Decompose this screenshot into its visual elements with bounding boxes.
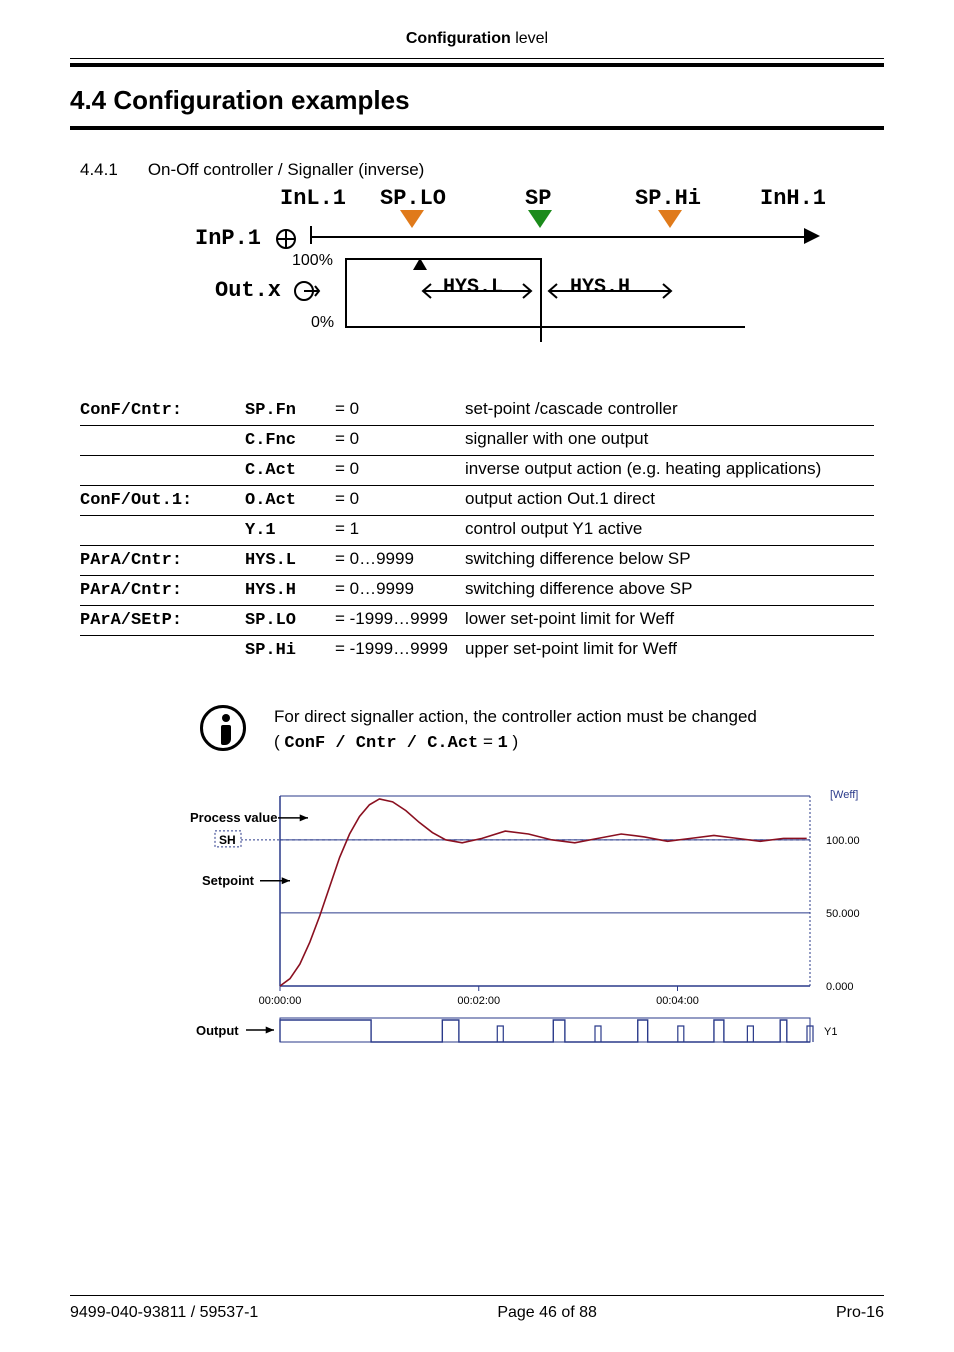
- footer-mid: Page 46 of 88: [497, 1304, 597, 1322]
- footer-left: 9499-040-93811 / 59537-1: [70, 1304, 258, 1322]
- cfg-desc: inverse output action (e.g. heating appl…: [465, 459, 874, 479]
- step-bottom: [345, 326, 745, 328]
- cfg-desc: set-point /cascade controller: [465, 399, 874, 419]
- note-line2: ( ConF / Cntr / C.Act = 1 ): [274, 730, 757, 757]
- marker-sphi: [658, 210, 682, 228]
- config-row: Y.1= 1control output Y1 active: [80, 516, 874, 546]
- hdr-bold: Configuration: [406, 30, 511, 47]
- chart-svg: [Weff] 100.00 50.000 0.000 00:00:00 00:02:00 0…: [190, 786, 890, 1076]
- config-table: ConF/Cntr:SP.Fn= 0set-point /cascade con…: [80, 396, 874, 665]
- svg-text:Setpoint: Setpoint: [202, 873, 255, 888]
- svg-text:[Weff]: [Weff]: [830, 789, 858, 801]
- footer-right: Pro-16: [836, 1304, 884, 1322]
- config-row: ConF/Cntr:SP.Fn= 0set-point /cascade con…: [80, 396, 874, 426]
- svg-text:Output: Output: [196, 1023, 239, 1038]
- cfg-path: ConF/Cntr:: [80, 401, 245, 420]
- cfg-param: SP.Fn: [245, 401, 335, 420]
- cfg-param: HYS.L: [245, 551, 335, 570]
- node-out-icon: [293, 280, 321, 302]
- lbl-InP1: InP.1: [195, 226, 261, 251]
- cfg-val: = -1999…9999: [335, 639, 465, 659]
- config-row: C.Act= 0inverse output action (e.g. heat…: [80, 456, 874, 486]
- step-top: [345, 258, 540, 260]
- cfg-path: ConF/Out.1:: [80, 491, 245, 510]
- marker-splo: [400, 210, 424, 228]
- cfg-val: = 0: [335, 489, 465, 509]
- cfg-path: PArA/Cntr:: [80, 551, 245, 570]
- sp-tick: [540, 314, 542, 342]
- arrow-step-up: [413, 258, 427, 270]
- rule-under-title: [70, 126, 884, 130]
- cfg-desc: signaller with one output: [465, 429, 874, 449]
- node-inp1-icon: [275, 228, 303, 250]
- cfg-param: Y.1: [245, 521, 335, 540]
- subsection: 4.4.1 On-Off controller / Signaller (inv…: [80, 160, 884, 180]
- cfg-val: = 0: [335, 459, 465, 479]
- response-chart: [Weff] 100.00 50.000 0.000 00:00:00 00:02:00 0…: [190, 786, 874, 1081]
- cfg-desc: upper set-point limit for Weff: [465, 639, 874, 659]
- info-text: For direct signaller action, the control…: [274, 705, 757, 756]
- cfg-val: = 0…9999: [335, 549, 465, 569]
- config-row: SP.Hi= -1999…9999upper set-point limit f…: [80, 636, 874, 665]
- svg-text:50.000: 50.000: [826, 908, 860, 920]
- info-icon: [200, 705, 246, 751]
- lbl-HYSH: HYS.H: [570, 276, 630, 299]
- cfg-desc: switching difference above SP: [465, 579, 874, 599]
- cfg-val: = 0: [335, 399, 465, 419]
- subsec-title: On-Off controller / Signaller (inverse): [148, 160, 425, 180]
- cfg-path: PArA/SEtP:: [80, 611, 245, 630]
- setpoint-diagram: InL.1 SP.LO SP SP.Hi InH.1 InP.1 100% Ou…: [80, 186, 874, 376]
- note-line1: For direct signaller action, the control…: [274, 705, 757, 730]
- cfg-desc: lower set-point limit for Weff: [465, 609, 874, 629]
- cfg-val: = -1999…9999: [335, 609, 465, 629]
- cfg-desc: switching difference below SP: [465, 549, 874, 569]
- config-row: PArA/SEtP:SP.LO= -1999…9999lower set-poi…: [80, 606, 874, 636]
- svg-text:Y1: Y1: [824, 1026, 837, 1038]
- cfg-val: = 0: [335, 429, 465, 449]
- inp-axis: [310, 236, 810, 238]
- cfg-desc: output action Out.1 direct: [465, 489, 874, 509]
- cfg-param: C.Act: [245, 461, 335, 480]
- lbl-InH1: InH.1: [760, 186, 826, 211]
- cfg-param: SP.Hi: [245, 641, 335, 660]
- lbl-HYSL: HYS.L: [443, 276, 503, 299]
- hdr-rest: level: [511, 30, 548, 47]
- page-footer: 9499-040-93811 / 59537-1 Page 46 of 88 P…: [70, 1295, 884, 1322]
- svg-text:00:02:00: 00:02:00: [457, 995, 500, 1007]
- step-yaxis: [345, 258, 347, 328]
- cfg-param: SP.LO: [245, 611, 335, 630]
- svg-text:00:00:00: 00:00:00: [259, 995, 302, 1007]
- config-row: C.Fnc= 0signaller with one output: [80, 426, 874, 456]
- cfg-param: HYS.H: [245, 581, 335, 600]
- lbl-0pct: 0%: [311, 314, 334, 332]
- cfg-param: O.Act: [245, 491, 335, 510]
- lbl-SP: SP: [525, 186, 551, 211]
- cfg-val: = 1: [335, 519, 465, 539]
- arrow-inp-right: [804, 228, 822, 244]
- section-title: 4.4 Configuration examples: [70, 85, 884, 116]
- svg-text:SH: SH: [219, 833, 236, 847]
- page-header: Configuration level: [70, 30, 884, 59]
- cfg-path: PArA/Cntr:: [80, 581, 245, 600]
- svg-text:0.000: 0.000: [826, 981, 854, 993]
- lbl-SPLO: SP.LO: [380, 186, 446, 211]
- config-row: PArA/Cntr:HYS.H= 0…9999switching differe…: [80, 576, 874, 606]
- svg-text:100.00: 100.00: [826, 835, 860, 847]
- lbl-100pct: 100%: [292, 252, 333, 270]
- lbl-Outx: Out.x: [215, 278, 281, 303]
- subsec-num: 4.4.1: [80, 160, 118, 180]
- tick-inl: [310, 226, 312, 244]
- info-note: For direct signaller action, the control…: [200, 705, 874, 756]
- svg-text:Process value: Process value: [190, 810, 277, 825]
- lbl-SPHi: SP.Hi: [635, 186, 701, 211]
- cfg-val: = 0…9999: [335, 579, 465, 599]
- cfg-desc: control output Y1 active: [465, 519, 874, 539]
- svg-text:00:04:00: 00:04:00: [656, 995, 699, 1007]
- lbl-InL1: InL.1: [280, 186, 346, 211]
- rule-top: [70, 63, 884, 67]
- config-row: ConF/Out.1:O.Act= 0output action Out.1 d…: [80, 486, 874, 516]
- config-row: PArA/Cntr:HYS.L= 0…9999switching differe…: [80, 546, 874, 576]
- cfg-param: C.Fnc: [245, 431, 335, 450]
- marker-sp: [528, 210, 552, 228]
